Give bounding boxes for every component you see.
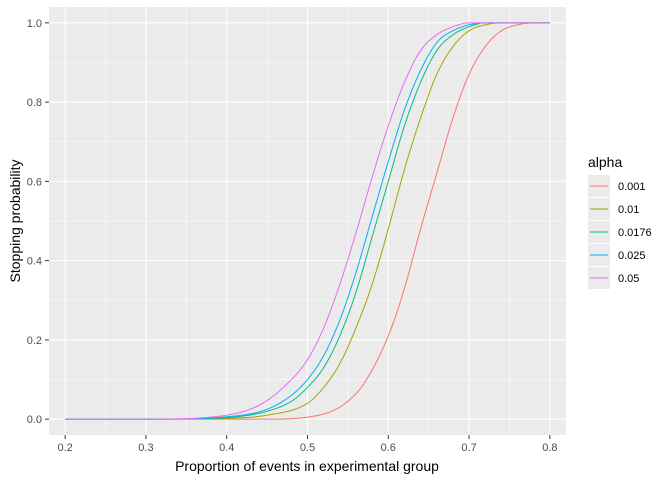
legend-label: 0.0176 [618,227,652,239]
y-tick-label: 0.2 [27,335,42,347]
x-tick-label: 0.3 [138,442,153,454]
legend-item: 0.025 [588,244,646,266]
legend-item: 0.001 [588,175,646,197]
x-axis-title: Proportion of events in experimental gro… [175,458,439,474]
x-tick-label: 0.2 [58,442,73,454]
legend-label: 0.05 [618,273,639,285]
x-tick-label: 0.8 [542,442,557,454]
legend-label: 0.001 [618,181,646,193]
legend-items: 0.001 0.01 0.0176 0.025 0.05 [588,175,652,289]
series-line-alpha-0.01 [65,22,550,420]
y-axis-title: Stopping probability [7,160,23,283]
series-line-alpha-0.001 [65,22,550,420]
x-tick-label: 0.4 [219,442,234,454]
legend-label: 0.025 [618,250,646,262]
series-line-alpha-0.05 [65,22,550,420]
y-tick-label: 0.4 [27,256,42,268]
x-tick-label: 0.6 [381,442,396,454]
legend: alpha 0.001 0.01 0.0176 0.025 0.05 [588,154,652,289]
x-axis-ticks: 0.2 0.3 0.4 0.5 0.6 0.7 0.8 [58,435,557,454]
x-tick-label: 0.5 [300,442,315,454]
y-tick-label: 0.8 [27,97,42,109]
series-lines [65,22,550,420]
x-tick-label: 0.7 [461,442,476,454]
y-tick-label: 0.0 [27,414,42,426]
y-axis-ticks: 0.0 0.2 0.4 0.6 0.8 1.0 [27,18,49,426]
y-tick-label: 0.6 [27,176,42,188]
y-tick-label: 1.0 [27,18,42,30]
legend-item: 0.0176 [588,221,652,243]
series-line-alpha-0.025 [65,22,550,420]
major-gridlines [49,7,566,435]
legend-label: 0.01 [618,204,639,216]
legend-title: alpha [588,154,622,170]
series-line-alpha-0.0176 [65,22,550,420]
legend-item: 0.05 [588,267,639,289]
legend-item: 0.01 [588,198,639,220]
